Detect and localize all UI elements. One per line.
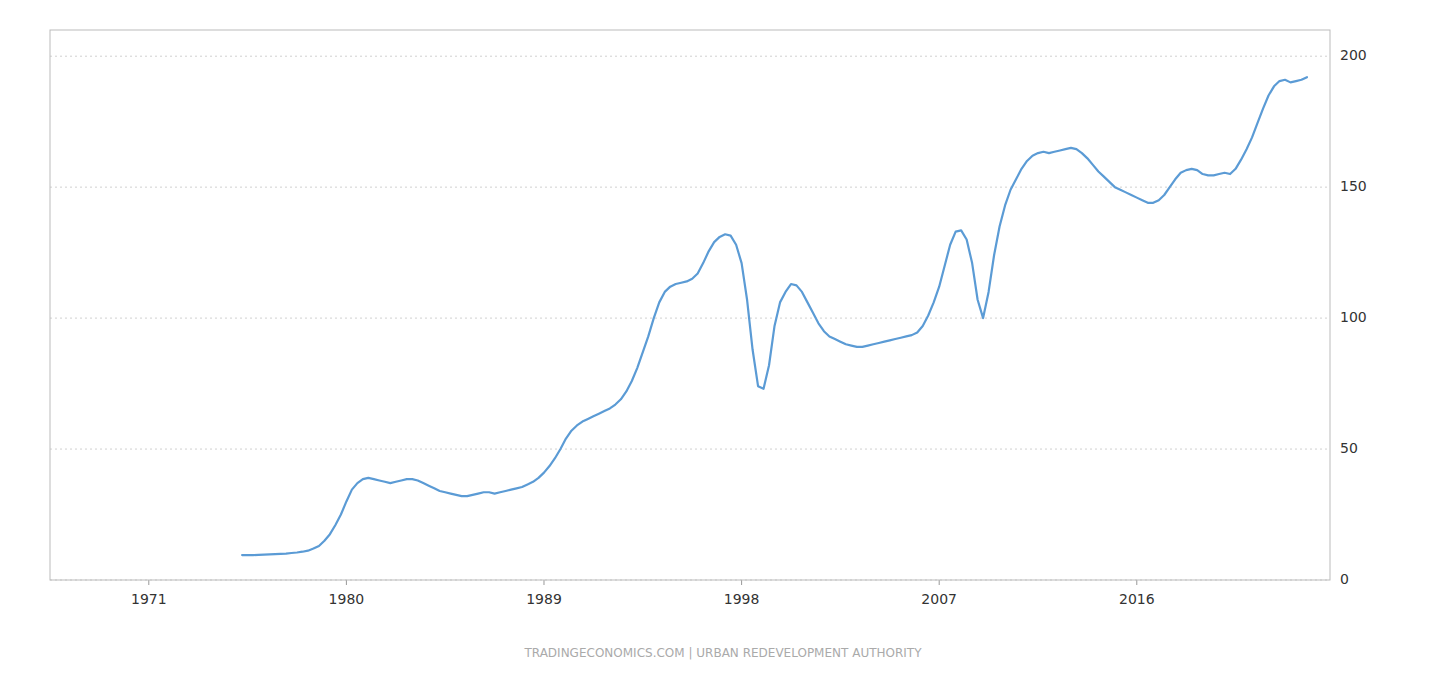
x-tick-label: 1971 xyxy=(131,591,167,607)
y-tick-label: 100 xyxy=(1340,309,1367,325)
y-tick-label: 200 xyxy=(1340,47,1367,63)
x-tick-label: 2016 xyxy=(1119,591,1155,607)
watermark: TRADINGECONOMICS.COM | URBAN REDEVELOPME… xyxy=(523,646,922,660)
grid-line xyxy=(50,449,1330,450)
x-tick xyxy=(1136,580,1137,585)
x-tick-label: 1980 xyxy=(329,591,365,607)
grid-line xyxy=(50,56,1330,57)
plot-frame xyxy=(50,30,1330,580)
y-tick-label: 50 xyxy=(1340,440,1358,456)
background xyxy=(0,0,1446,675)
x-tick xyxy=(741,580,742,585)
x-tick xyxy=(148,580,149,585)
x-tick xyxy=(346,580,347,585)
chart: 0 50 100 150 200 1971 1980 1989 1998 2007 2016 TRAD… xyxy=(0,0,1446,675)
grid-line xyxy=(50,318,1330,319)
x-tick xyxy=(543,580,544,585)
x-tick-label: 1989 xyxy=(526,591,562,607)
series-group xyxy=(242,77,1307,555)
x-tick xyxy=(939,580,940,585)
y-tick-label: 150 xyxy=(1340,178,1367,194)
x-tick-label: 2007 xyxy=(921,591,957,607)
grid xyxy=(50,56,1330,580)
grid-line xyxy=(50,187,1330,188)
line xyxy=(242,77,1307,555)
y-tick-label: 0 xyxy=(1340,571,1349,587)
x-tick-label: 1998 xyxy=(724,591,760,607)
